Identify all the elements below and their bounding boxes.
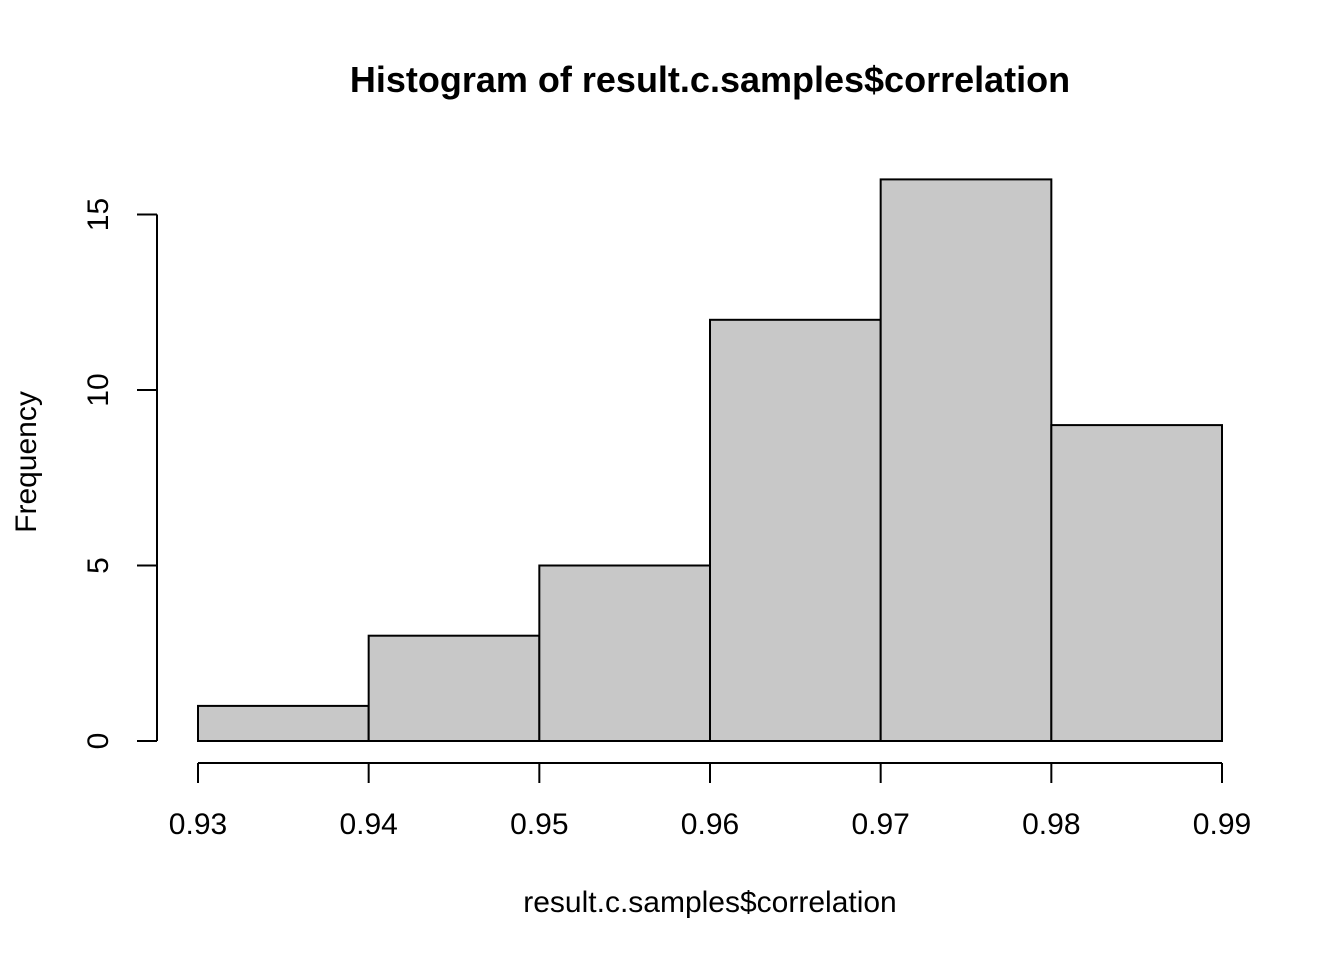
x-tick-label: 0.97: [851, 808, 909, 841]
x-tick-label: 0.96: [681, 808, 739, 841]
x-tick-label: 0.95: [510, 808, 568, 841]
histogram-bars: [197, 178, 1224, 743]
x-tick-label: 0.98: [1022, 808, 1080, 841]
x-axis-ticks: 0.93 0.94 0.95 0.96 0.97 0.98 0.99: [169, 763, 1251, 841]
x-tick-label: 0.99: [1193, 808, 1251, 841]
histogram-bar: [879, 178, 1053, 742]
histogram-bar: [538, 564, 711, 742]
histogram-bar: [197, 704, 370, 743]
y-axis-label: Frequency: [10, 391, 43, 533]
y-tick-label: 10: [82, 373, 115, 406]
y-tick-label: 15: [82, 198, 115, 231]
x-tick-label: 0.93: [169, 808, 227, 841]
x-axis-label: result.c.samples$correlation: [523, 886, 897, 919]
histogram-bar: [367, 634, 541, 743]
histogram-bar: [1050, 424, 1224, 742]
histogram-bar: [709, 318, 882, 742]
y-tick-label: 5: [82, 557, 115, 574]
y-tick-label: 0: [82, 733, 115, 750]
x-tick-label: 0.94: [339, 808, 397, 841]
y-axis-ticks: 0 5 10 15: [82, 198, 157, 750]
chart-title: Histogram of result.c.samples$correlatio…: [350, 59, 1070, 100]
